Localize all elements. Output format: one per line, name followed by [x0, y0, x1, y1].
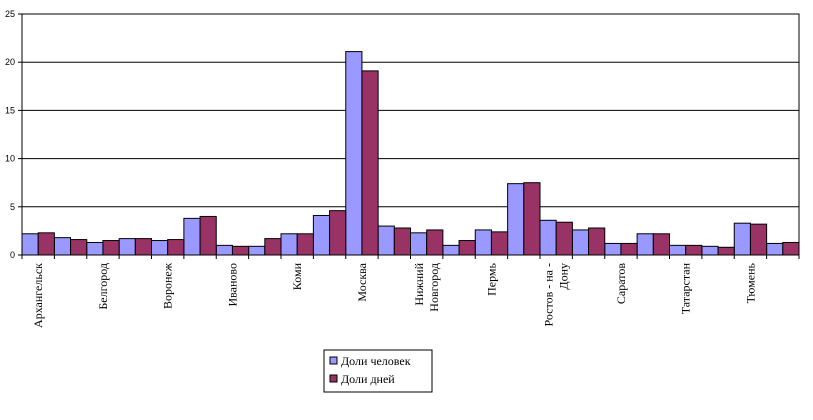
category-label: Воронеж	[161, 262, 175, 309]
bar-days	[749, 223, 768, 256]
bar-people	[86, 241, 104, 256]
category-label: Нижний	[412, 262, 426, 305]
category-label: Саратов	[614, 263, 628, 304]
category-label: Иваново	[225, 263, 239, 307]
plot-area-frame	[21, 13, 800, 256]
bar-days	[296, 233, 314, 256]
legend-label: Доли человек	[341, 354, 411, 368]
legend-swatch	[329, 374, 338, 383]
legend-label: Доли дней	[341, 372, 395, 386]
bar-people	[377, 225, 395, 256]
y-tick-label: 0	[10, 250, 15, 260]
bar-days	[167, 239, 185, 256]
bar-people	[571, 229, 590, 256]
bar-days	[134, 238, 152, 256]
bar-people	[53, 237, 72, 256]
bar-days	[555, 221, 573, 256]
bar-people	[701, 245, 719, 256]
bar-people	[507, 183, 525, 256]
bar-days	[37, 232, 55, 256]
bar-people	[248, 245, 266, 256]
bar-people	[636, 233, 654, 256]
bar-days	[458, 240, 476, 256]
bar-people	[669, 244, 687, 256]
category-labels: Архангельск Белгород Воронеж Иваново Коми Мос…	[31, 262, 757, 328]
bar-days	[361, 70, 379, 256]
bar-people	[215, 244, 233, 256]
bar-people	[312, 214, 331, 256]
y-tick-label: 20	[5, 57, 15, 67]
category-label: Ростов - на -	[542, 263, 556, 327]
bar-days	[685, 244, 703, 256]
bar-days	[70, 239, 88, 256]
bar-days	[717, 246, 735, 256]
bar-people	[539, 219, 557, 256]
y-tick-label: 15	[5, 105, 15, 115]
bar-people	[410, 232, 428, 256]
bar-days	[588, 227, 606, 256]
legend-swatch	[329, 356, 338, 365]
category-label: Татарстан	[679, 262, 693, 314]
bar-days	[264, 238, 282, 256]
gridlines	[22, 13, 799, 208]
category-label: Архангельск	[31, 263, 45, 328]
bar-days	[652, 233, 670, 256]
bar-days	[782, 241, 800, 256]
bar-days	[426, 229, 444, 256]
bar-people	[474, 229, 492, 256]
y-axis-ticks: 0 5 10 15 20 25	[5, 9, 22, 260]
bar-people	[118, 238, 136, 256]
bar-people	[766, 242, 784, 256]
y-tick-label: 10	[5, 154, 15, 164]
category-label: Новгород	[427, 263, 441, 312]
category-label: Белгород	[96, 263, 110, 310]
legend-box	[323, 349, 433, 393]
category-label: Коми	[290, 262, 304, 290]
bar-people	[280, 233, 298, 256]
bar-people	[183, 217, 201, 256]
bar-days	[329, 210, 347, 256]
category-label: Москва	[355, 262, 369, 301]
x-axis-ticks	[21, 255, 800, 259]
y-tick-label: 25	[5, 9, 15, 19]
category-label: Дону	[557, 263, 571, 290]
bar-days	[393, 227, 411, 256]
legend: Доли человек Доли дней	[323, 349, 433, 393]
bar-people	[345, 51, 363, 256]
bar-people	[733, 222, 751, 256]
bar-days	[523, 182, 541, 256]
bar-days	[231, 245, 250, 256]
bar-days	[620, 242, 638, 256]
bar-people	[604, 242, 622, 256]
y-tick-label: 5	[10, 202, 15, 212]
bar-people	[21, 233, 39, 256]
bar-days	[490, 231, 509, 256]
category-label: Пермь	[484, 262, 498, 295]
bars	[21, 51, 800, 256]
bar-days	[199, 215, 217, 256]
bar-people	[442, 244, 460, 256]
bar-people	[151, 240, 169, 256]
category-label: Тюмень	[743, 262, 757, 303]
bar-days	[102, 240, 120, 256]
